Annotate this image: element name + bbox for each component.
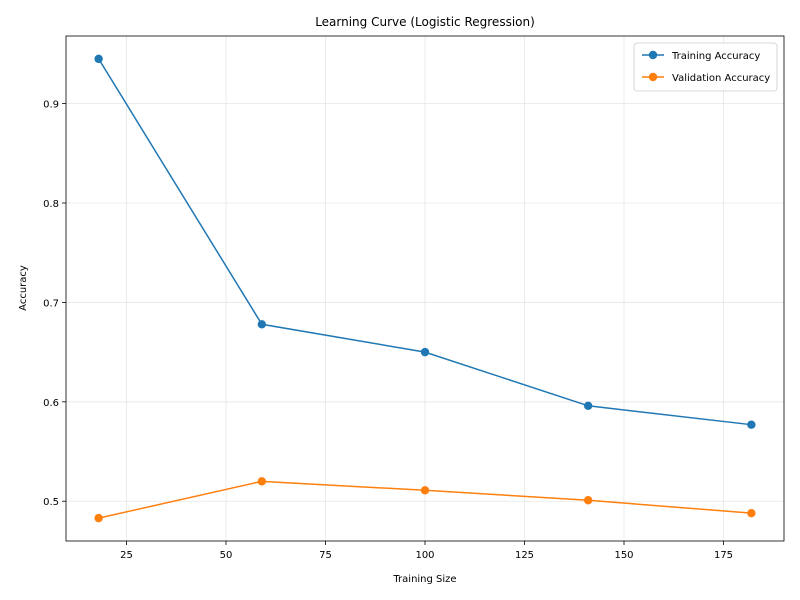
legend-label: Validation Accuracy (672, 73, 770, 84)
data-point-series-0 (94, 54, 103, 64)
x-tick-label: 125 (515, 550, 534, 561)
x-tick-label: 25 (120, 550, 133, 561)
legend-box (633, 42, 778, 92)
x-tick-label: 175 (714, 550, 733, 561)
data-point-series-1 (420, 486, 430, 495)
y-axis-label: Accuracy (18, 265, 29, 311)
x-tick-label: 50 (220, 550, 233, 561)
data-point-series-0 (420, 347, 430, 357)
x-axis: 25 50 75 100 125 150 175 (120, 541, 733, 561)
legend-swatch-marker (648, 72, 658, 82)
y-axis: 0.5 0.6 0.7 0.8 0.9 (43, 100, 66, 508)
data-point-series-1 (747, 508, 756, 518)
data-point-series-0 (257, 320, 267, 329)
y-tick-label: 0.6 (43, 398, 59, 409)
x-tick-label: 100 (415, 550, 434, 561)
x-tick-label: 150 (614, 550, 633, 561)
data-point-series-1 (583, 496, 593, 505)
y-tick-label: 0.9 (43, 100, 59, 111)
data-point-series-0 (747, 420, 756, 429)
y-tick-label: 0.7 (43, 298, 59, 309)
y-tick-label: 0.5 (43, 497, 59, 508)
data-point-series-1 (94, 513, 103, 523)
legend-swatch-marker (648, 50, 658, 60)
y-tick-label: 0.8 (43, 199, 59, 210)
x-axis-label: Training Size (392, 574, 456, 585)
grid (66, 36, 784, 541)
chart-title: Learning Curve (Logistic Regression) (315, 15, 535, 29)
legend-label: Training Accuracy (671, 51, 760, 62)
series-points (94, 54, 756, 523)
data-point-series-0 (583, 401, 593, 411)
x-tick-label: 75 (319, 550, 332, 561)
data-point-series-1 (257, 477, 267, 486)
legend: Training Accuracy Validation Accuracy (633, 42, 778, 92)
